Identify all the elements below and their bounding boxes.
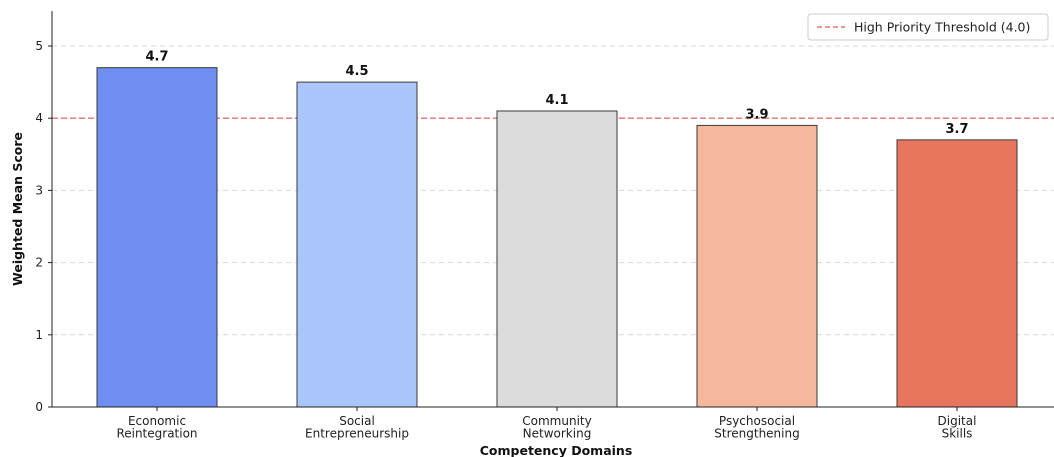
value-labels: 4.7 4.5 4.1 3.9 3.7 — [145, 50, 968, 137]
bar-value-label: 4.1 — [545, 93, 568, 108]
bar — [96, 67, 218, 408]
legend-box — [807, 13, 1049, 41]
bar — [296, 81, 418, 408]
bar-value-label: 4.5 — [345, 64, 368, 79]
x-tick-label: Digital Skills — [938, 414, 977, 441]
x-tick-label: Community Networking — [522, 414, 591, 441]
y-tick-label: 2 — [35, 256, 43, 270]
y-tick-label: 4 — [35, 111, 43, 125]
y-tick-label: 5 — [35, 39, 43, 53]
legend-threshold-label: High Priority Threshold (4.0) — [854, 20, 1030, 35]
x-tick-label: Economic Reintegration — [116, 414, 197, 441]
bars — [96, 67, 1018, 408]
bar — [496, 110, 618, 408]
y-tick-label: 0 — [35, 400, 43, 414]
bar-value-label: 3.9 — [745, 107, 768, 122]
bar — [896, 139, 1018, 408]
y-tick-label: 3 — [35, 183, 43, 197]
y-tick-label: 1 — [35, 328, 43, 342]
bar — [696, 124, 818, 408]
bar-value-label: 4.7 — [145, 50, 168, 65]
y-axis-title: Weighted Mean Score — [10, 132, 25, 286]
x-tick-label: Psychosocial Strengthening — [714, 414, 799, 441]
bar-value-label: 3.7 — [945, 122, 968, 137]
x-ticks: Economic Reintegration Social Entrepreneurs… — [116, 407, 976, 441]
x-tick-label: Social Entrepreneurship — [305, 414, 409, 441]
axes — [51, 11, 1054, 408]
legend: High Priority Threshold (4.0) — [807, 13, 1049, 41]
y-ticks: 0 1 2 3 4 5 — [35, 39, 52, 414]
x-axis-title: Competency Domains — [480, 443, 633, 457]
